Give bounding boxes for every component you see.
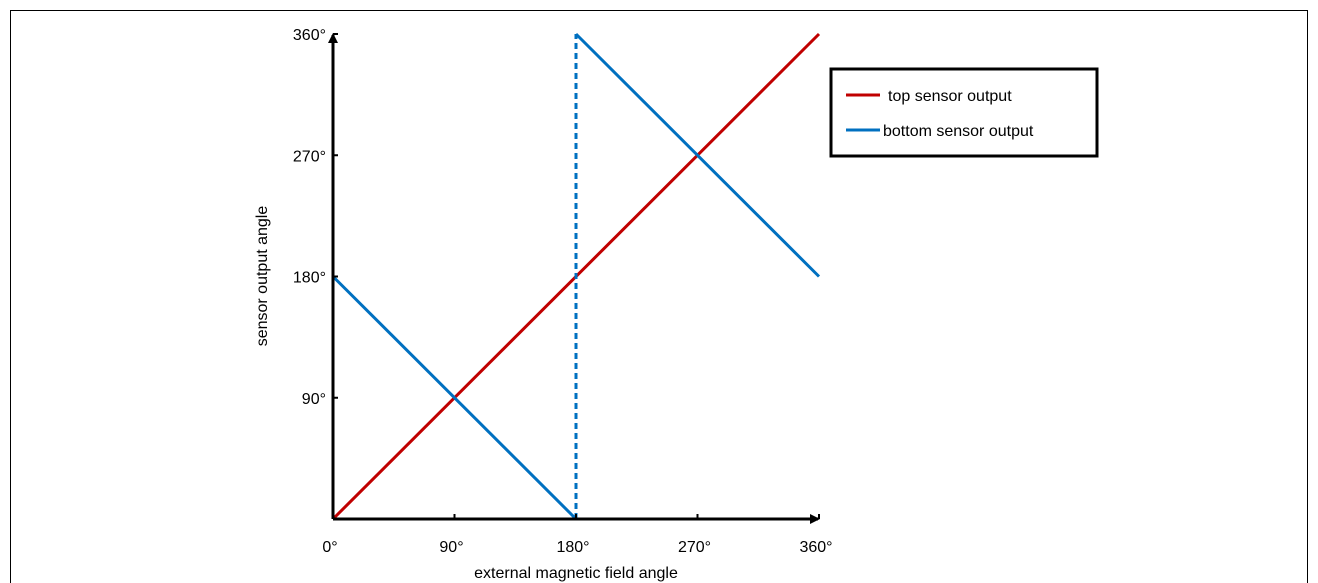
x-tick-label: 180° xyxy=(556,539,589,556)
x-tick-label: 0° xyxy=(322,539,337,556)
y-ticks: 90° 180° 270° 360° xyxy=(293,27,338,408)
series-layer xyxy=(331,32,821,521)
y-tick-label: 90° xyxy=(302,391,326,408)
y-tick-label: 270° xyxy=(293,148,326,165)
legend: top sensor output bottom sensor output xyxy=(829,67,1099,158)
y-tick-label: 180° xyxy=(293,270,326,287)
x-axis-label: external magnetic field angle xyxy=(474,565,678,582)
chart-frame xyxy=(10,10,1308,583)
series-1-segment-0 xyxy=(331,275,578,521)
x-tick-label: 270° xyxy=(678,539,711,556)
legend-label-top-sensor: top sensor output xyxy=(888,88,1012,105)
x-tick-label: 360° xyxy=(799,539,832,556)
legend-box xyxy=(829,67,1099,158)
legend-label-bottom-sensor: bottom sensor output xyxy=(883,123,1034,140)
y-tick-label: 360° xyxy=(293,27,326,44)
series-1-segment-2 xyxy=(574,32,821,278)
x-tick-label: 90° xyxy=(439,539,463,556)
x-ticks: 0° 90° 180° 270° 360° xyxy=(322,514,833,556)
y-axis-label: sensor output angle xyxy=(254,206,271,347)
